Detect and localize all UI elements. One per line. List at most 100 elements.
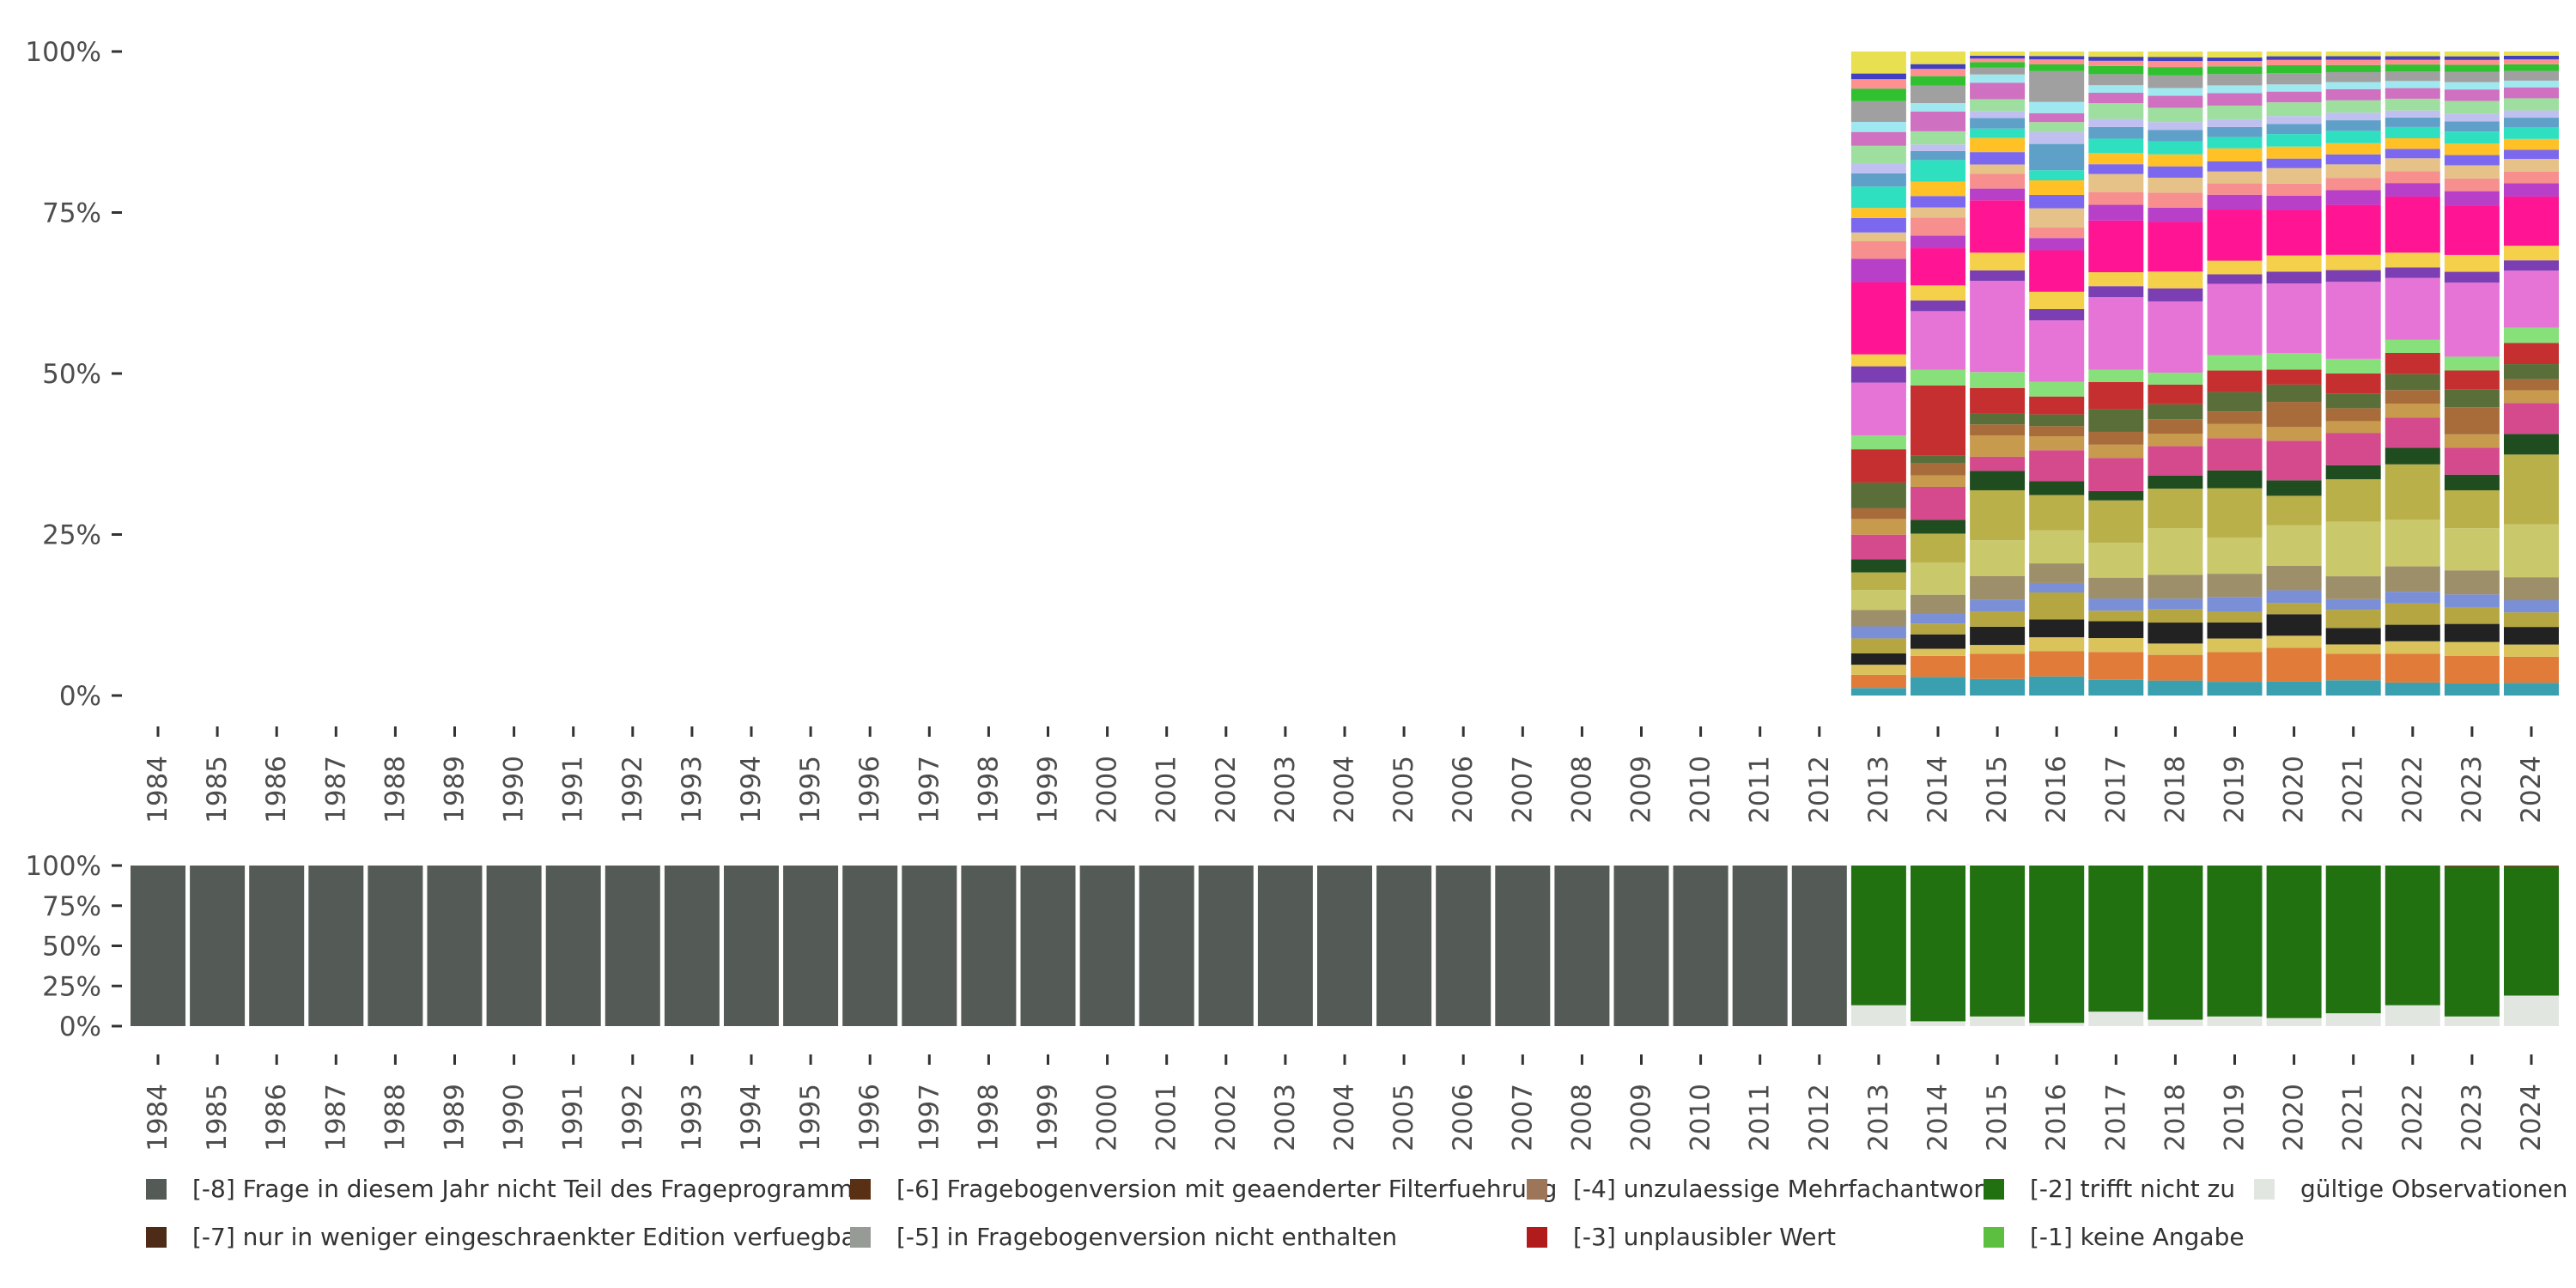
top-bar-segment-2021 xyxy=(2325,71,2381,82)
top-bar-segment-2014 xyxy=(1911,385,1965,456)
bottom-x-tick-label: 2010 xyxy=(1686,1084,1716,1151)
top-bar-segment-2020 xyxy=(2266,283,2322,353)
top-bar-segment-2019 xyxy=(2207,638,2263,653)
bottom-x-tick-label: 2002 xyxy=(1211,1084,1242,1151)
bottom-x-tick-label: 1996 xyxy=(854,1084,885,1151)
top-bar-segment-2020 xyxy=(2266,369,2322,385)
top-x-tick-label: 1990 xyxy=(499,756,530,823)
top-bar-segment-2013 xyxy=(1850,507,1906,519)
bottom-bar-2002-segment xyxy=(1198,866,1254,1026)
top-x-tick-label: 2017 xyxy=(2100,756,2131,823)
top-bar-segment-2017 xyxy=(2088,60,2144,66)
bottom-bar-2022-segment xyxy=(2385,1005,2440,1026)
bottom-x-tick-label: 1999 xyxy=(1033,1084,1064,1151)
top-bar-segment-2024 xyxy=(2504,171,2559,184)
top-bar-segment-2019 xyxy=(2207,411,2263,424)
top-bar-segment-2018 xyxy=(2148,107,2203,123)
top-bar-segment-2018 xyxy=(2148,419,2203,434)
bottom-bar-2021-segment xyxy=(2325,866,2381,1014)
bottom-bar-1989-segment xyxy=(427,866,483,1026)
top-bar-segment-2017 xyxy=(2088,431,2144,445)
top-bar-segment-2017 xyxy=(2088,679,2144,696)
top-bar-segment-2014 xyxy=(1911,369,1965,386)
legend-label: [-3] unplausibler Wert xyxy=(1573,1223,1836,1251)
top-bar-segment-2015 xyxy=(1970,456,2026,471)
top-bar-segment-2016 xyxy=(2029,320,2085,382)
bottom-bar-1987-segment xyxy=(308,866,364,1026)
top-bar-segment-2022 xyxy=(2385,682,2440,696)
top-bar-segment-2017 xyxy=(2088,85,2144,94)
top-bar-segment-2022 xyxy=(2385,404,2440,418)
top-bar-segment-2021 xyxy=(2325,178,2381,191)
bottom-x-tick-label: 1998 xyxy=(973,1084,1004,1151)
top-bar-segment-2013 xyxy=(1850,145,1906,164)
top-x-tick-label: 1987 xyxy=(320,756,351,823)
top-bar-segment-2015 xyxy=(1970,471,2026,490)
bottom-bar-2015-segment xyxy=(1970,866,2026,1017)
top-bar-segment-2017 xyxy=(2088,126,2144,139)
top-x-tick-label: 1985 xyxy=(202,756,233,823)
top-bar-segment-2014 xyxy=(1911,486,1965,520)
top-bar-segment-2022 xyxy=(2385,447,2440,465)
top-bar-segment-2014 xyxy=(1911,533,1965,562)
top-bar-segment-2018 xyxy=(2148,489,2203,529)
bottom-x-tick-label: 2014 xyxy=(1923,1084,1953,1151)
top-bar-segment-2024 xyxy=(2504,403,2559,434)
legend-swatch xyxy=(850,1226,871,1248)
top-bar-segment-2015 xyxy=(1970,99,2026,112)
top-bar-segment-2015 xyxy=(1970,188,2026,201)
top-bar-segment-2014 xyxy=(1911,150,1965,161)
top-bar-segment-2014 xyxy=(1911,181,1965,197)
bottom-bar-2016-segment xyxy=(2029,866,2085,1024)
top-bar-segment-2019 xyxy=(2207,274,2263,284)
top-bar-segment-2022 xyxy=(2385,653,2440,683)
top-bar-segment-2018 xyxy=(2148,222,2203,272)
top-bar-segment-2013 xyxy=(1850,282,1906,355)
top-x-tick-label: 2003 xyxy=(1270,756,1301,823)
top-bar-segment-2017 xyxy=(2088,103,2144,119)
top-bar-segment-2018 xyxy=(2148,433,2203,447)
bottom-x-tick-label: 1994 xyxy=(736,1084,767,1151)
top-bar-segment-2013 xyxy=(1850,52,1906,74)
top-bar-segment-2022 xyxy=(2385,417,2440,448)
legend: [-8] Frage in diesem Jahr nicht Teil des… xyxy=(146,1175,2567,1269)
bottom-x-tick-label: 2016 xyxy=(2041,1084,2072,1151)
top-bar-segment-2018 xyxy=(2148,88,2203,96)
top-bar-segment-2015 xyxy=(1970,67,2026,75)
bottom-x-tick-label: 1997 xyxy=(914,1084,945,1151)
top-bar-segment-2022 xyxy=(2385,252,2440,268)
top-bar-segment-2022 xyxy=(2385,352,2440,374)
top-bar-segment-2021 xyxy=(2325,164,2381,179)
top-bar-segment-2023 xyxy=(2444,655,2500,683)
bottom-bar-2022-segment xyxy=(2385,866,2440,1005)
top-bar-segment-2013 xyxy=(1850,590,1906,611)
top-bar-segment-2019 xyxy=(2207,105,2263,119)
top-bar-segment-2015 xyxy=(1970,55,2026,59)
top-bar-segment-2020 xyxy=(2266,73,2322,85)
top-bar-segment-2021 xyxy=(2325,680,2381,696)
top-bar-segment-2016 xyxy=(2029,309,2085,321)
top-bar-segment-2020 xyxy=(2266,102,2322,117)
top-bar-segment-2024 xyxy=(2504,454,2559,525)
top-bar-segment-2024 xyxy=(2504,577,2559,601)
top-bar-segment-2021 xyxy=(2325,576,2381,599)
top-bar-segment-2020 xyxy=(2266,480,2322,496)
top-bar-segment-2020 xyxy=(2266,384,2322,403)
top-bar-segment-2018 xyxy=(2148,384,2203,404)
top-bar-segment-2013 xyxy=(1850,482,1906,508)
top-bar-segment-2014 xyxy=(1911,248,1965,286)
top-bar-segment-2016 xyxy=(2029,64,2085,71)
top-bar-segment-2015 xyxy=(1970,372,2026,388)
top-x-tick-label: 2009 xyxy=(1626,756,1657,823)
top-x-tick-label: 2001 xyxy=(1151,756,1182,823)
top-bar-segment-2023 xyxy=(2444,165,2500,179)
bottom-x-tick-label: 2007 xyxy=(1507,1084,1538,1151)
top-bar-segment-2024 xyxy=(2504,118,2559,128)
legend-label: [-5] in Fragebogenversion nicht enthalte… xyxy=(896,1223,1398,1251)
top-bar-segment-2017 xyxy=(2088,138,2144,154)
bottom-x-tick-label: 1985 xyxy=(202,1084,233,1151)
top-bar-segment-2019 xyxy=(2207,682,2263,696)
legend-item-valid: gültige Observationen xyxy=(2254,1175,2567,1203)
top-y-tick-label: 75% xyxy=(42,198,101,229)
top-bar-segment-2020 xyxy=(2266,84,2322,92)
